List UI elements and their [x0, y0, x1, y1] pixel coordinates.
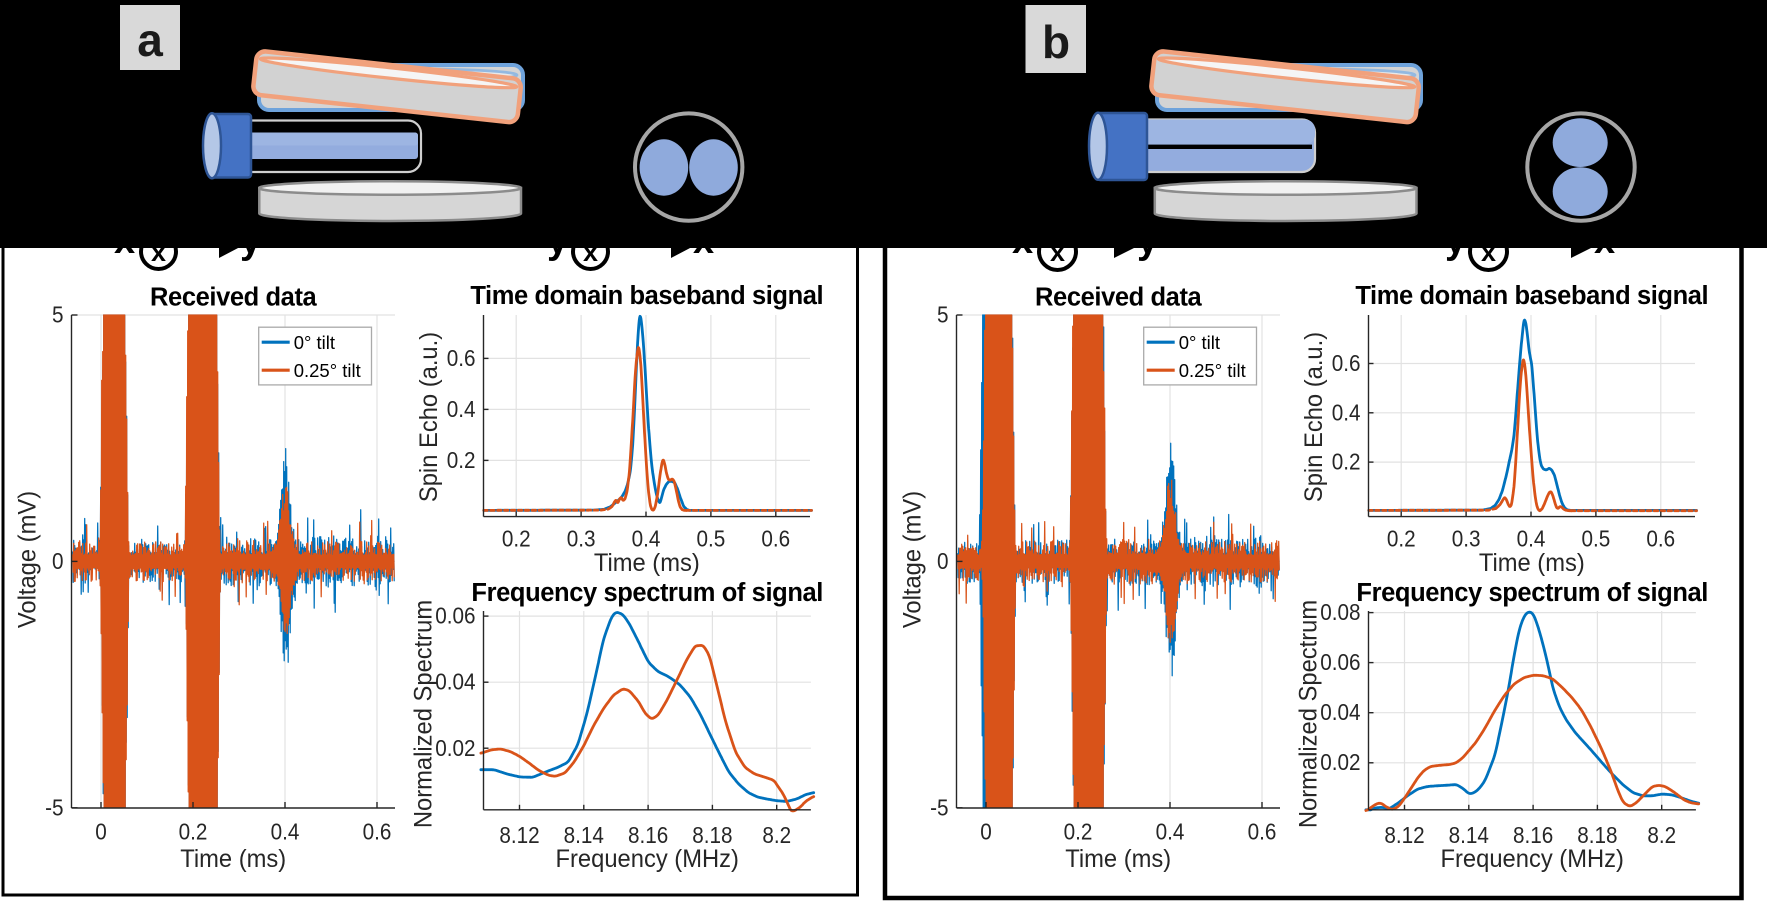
svg-text:0.25° tilt: 0.25° tilt — [1179, 360, 1246, 381]
svg-text:8.16: 8.16 — [628, 822, 668, 848]
svg-text:0.6: 0.6 — [447, 345, 476, 371]
svg-text:Frequency (MHz): Frequency (MHz) — [1441, 845, 1624, 873]
svg-text:8.14: 8.14 — [1449, 822, 1489, 848]
svg-text:0.02: 0.02 — [1320, 749, 1360, 775]
svg-text:-5: -5 — [930, 794, 948, 820]
svg-text:Time (ms): Time (ms) — [180, 845, 286, 873]
svg-text:8.2: 8.2 — [762, 822, 791, 848]
svg-text:0.06: 0.06 — [1320, 649, 1360, 675]
svg-text:b: b — [1042, 16, 1070, 68]
svg-text:Time (ms): Time (ms) — [594, 549, 700, 577]
svg-text:0.5: 0.5 — [697, 526, 726, 552]
svg-text:0.2: 0.2 — [179, 818, 208, 844]
svg-text:0.3: 0.3 — [567, 526, 596, 552]
svg-text:0.2: 0.2 — [502, 526, 531, 552]
svg-text:0.08: 0.08 — [1320, 599, 1360, 625]
svg-text:0: 0 — [95, 818, 107, 844]
svg-text:0.25° tilt: 0.25° tilt — [294, 360, 361, 381]
svg-text:Voltage (mV): Voltage (mV) — [899, 491, 927, 628]
svg-text:Time domain baseband signal: Time domain baseband signal — [1355, 282, 1708, 310]
svg-text:Frequency spectrum of signal: Frequency spectrum of signal — [1356, 579, 1708, 607]
svg-text:0.4: 0.4 — [447, 396, 476, 422]
svg-text:0: 0 — [52, 548, 64, 574]
svg-text:5: 5 — [52, 301, 64, 327]
svg-text:Received data: Received data — [1035, 284, 1203, 312]
svg-text:0.6: 0.6 — [363, 818, 392, 844]
svg-text:0: 0 — [937, 548, 949, 574]
svg-text:Received data: Received data — [150, 284, 318, 312]
svg-text:0.6: 0.6 — [1332, 350, 1361, 376]
svg-text:0° tilt: 0° tilt — [294, 332, 335, 353]
svg-text:0.4: 0.4 — [271, 818, 300, 844]
svg-text:-5: -5 — [45, 794, 63, 820]
svg-text:8.2: 8.2 — [1647, 822, 1676, 848]
svg-text:0.2: 0.2 — [1332, 449, 1361, 475]
svg-text:0.04: 0.04 — [1320, 699, 1360, 725]
svg-text:0.2: 0.2 — [1064, 818, 1093, 844]
svg-text:0.02: 0.02 — [435, 735, 475, 761]
svg-text:0.4: 0.4 — [1332, 399, 1361, 425]
svg-text:Voltage (mV): Voltage (mV) — [14, 491, 42, 628]
svg-text:8.16: 8.16 — [1513, 822, 1553, 848]
svg-text:8.12: 8.12 — [1384, 822, 1424, 848]
svg-text:0.4: 0.4 — [1156, 818, 1185, 844]
svg-text:Time domain baseband signal: Time domain baseband signal — [470, 282, 823, 310]
svg-text:Time (ms): Time (ms) — [1065, 845, 1171, 873]
svg-text:Spin Echo (a.u.): Spin Echo (a.u.) — [1300, 332, 1328, 502]
svg-text:Frequency (MHz): Frequency (MHz) — [556, 845, 739, 873]
svg-text:Normalized Spectrum: Normalized Spectrum — [410, 600, 438, 828]
svg-text:8.18: 8.18 — [1577, 822, 1617, 848]
svg-text:0.6: 0.6 — [1646, 526, 1675, 552]
svg-text:0.6: 0.6 — [1248, 818, 1277, 844]
svg-text:Spin Echo (a.u.): Spin Echo (a.u.) — [415, 332, 443, 502]
svg-text:Time (ms): Time (ms) — [1479, 549, 1585, 577]
svg-text:0.04: 0.04 — [435, 669, 475, 695]
svg-text:0.6: 0.6 — [761, 526, 790, 552]
svg-text:0.2: 0.2 — [447, 447, 476, 473]
svg-text:0.4: 0.4 — [1517, 526, 1546, 552]
svg-text:5: 5 — [937, 301, 949, 327]
svg-text:8.18: 8.18 — [692, 822, 732, 848]
svg-text:0° tilt: 0° tilt — [1179, 332, 1220, 353]
svg-text:Normalized Spectrum: Normalized Spectrum — [1295, 600, 1323, 828]
svg-text:8.14: 8.14 — [564, 822, 604, 848]
svg-text:0.06: 0.06 — [435, 603, 475, 629]
svg-text:Frequency spectrum of signal: Frequency spectrum of signal — [471, 579, 823, 607]
svg-text:0.5: 0.5 — [1582, 526, 1611, 552]
svg-text:0: 0 — [980, 818, 992, 844]
svg-text:0.4: 0.4 — [632, 526, 661, 552]
svg-text:a: a — [137, 14, 163, 66]
svg-text:0.3: 0.3 — [1452, 526, 1481, 552]
svg-text:8.12: 8.12 — [499, 822, 539, 848]
svg-text:0.2: 0.2 — [1387, 526, 1416, 552]
